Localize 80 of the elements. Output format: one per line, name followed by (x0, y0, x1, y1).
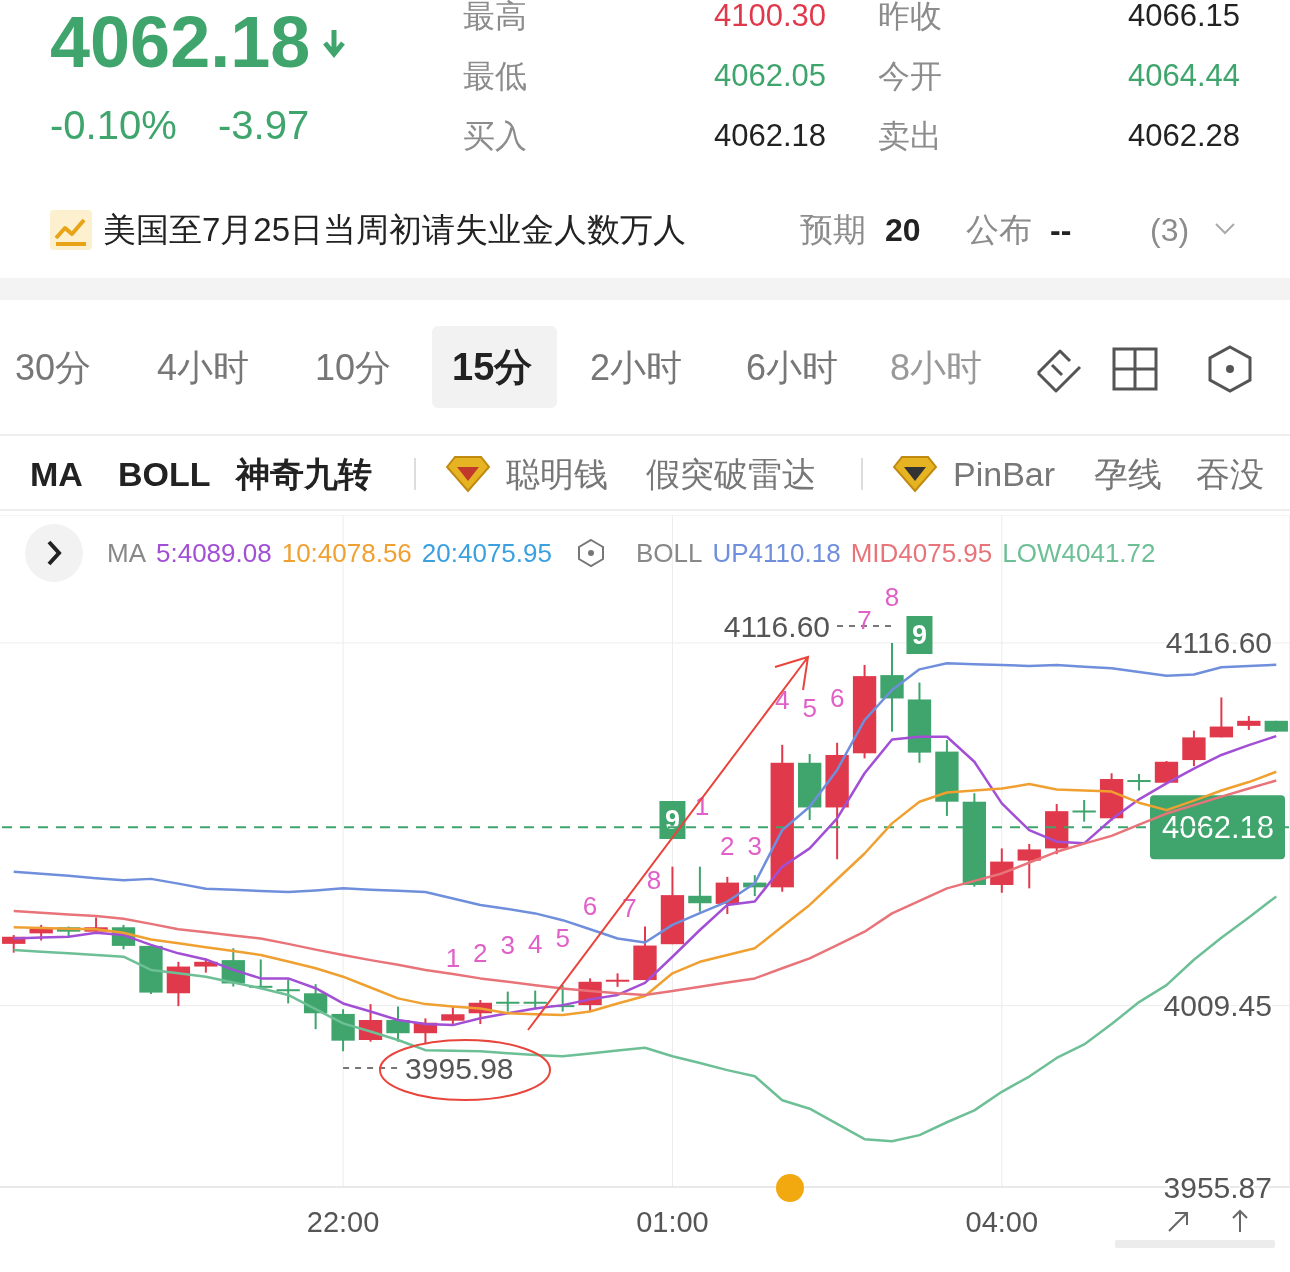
annotation: 1 (445, 943, 461, 973)
text: 美国至7月25日当周初请失业金人数万人 (103, 210, 687, 250)
annotation: 8 (884, 582, 900, 612)
text: MA (30, 453, 83, 495)
text: 10分 (315, 346, 392, 390)
text: -3.97 (218, 102, 310, 149)
x-tick-label: 04:00 (965, 1205, 1039, 1238)
annotation: 3 (747, 831, 763, 861)
text: 孕线 (1094, 453, 1162, 495)
annotation: 7 (857, 605, 872, 635)
y-tick-label: 4009.45 (1163, 989, 1272, 1023)
line-series (12, 895, 1278, 1143)
text: 6小时 (746, 346, 839, 390)
y-tick-label: 4116.60 (1165, 626, 1272, 660)
text: 神奇九转 (236, 453, 372, 495)
text: 昨收 (878, 0, 942, 36)
annotation: 2 (473, 938, 488, 968)
text: 4066.15 (1127, 0, 1240, 35)
text: 8小时 (890, 346, 983, 390)
text: 卖出 (878, 116, 942, 156)
text: 公布 (966, 210, 1032, 250)
annotation: 9 (911, 620, 927, 650)
text: 4062.18 (50, 0, 311, 84)
annotation: 5 (555, 923, 570, 953)
text: 聪明钱 (506, 453, 608, 495)
candlestick (386, 1005, 410, 1043)
annotation: 6 (829, 683, 845, 713)
text: 买入 (463, 116, 527, 156)
annotation: 4 (527, 929, 543, 959)
annotation: MA (107, 537, 146, 569)
annotation: 5 (802, 693, 817, 723)
candlestick (1209, 696, 1234, 739)
text: 4100.30 (713, 0, 826, 35)
candlestick (880, 641, 904, 733)
candlestick (1127, 772, 1151, 792)
text: 4064.44 (1127, 57, 1240, 95)
candlestick (688, 865, 712, 913)
ref-line-label: 4062.18 (1161, 809, 1275, 845)
text: 5:4089.08 (156, 537, 272, 569)
y-tick-label: 3955.87 (1163, 1170, 1272, 1204)
text: 2小时 (590, 346, 683, 390)
annotation: 6 (582, 891, 598, 921)
text: MID4075.95 (850, 537, 993, 569)
text: 4062.28 (1127, 117, 1240, 155)
candlestick (1017, 843, 1041, 890)
text: BOLL (118, 453, 211, 495)
annotation: 3995.98 (405, 1051, 514, 1085)
text: (3) (1150, 210, 1190, 250)
x-tick-label: 22:00 (306, 1205, 380, 1238)
text: -- (1050, 210, 1072, 250)
candlestick (441, 1005, 465, 1027)
text: 假突破雷达 (646, 453, 816, 495)
text: PinBar (953, 453, 1056, 495)
text: 30分 (15, 346, 92, 390)
x-tick-label: 01:00 (636, 1205, 709, 1238)
text: 最低 (463, 56, 527, 96)
annotation: 20:4075.95 (421, 537, 552, 569)
annotation: 2 (720, 831, 735, 861)
text: 吞没 (1196, 453, 1264, 495)
candlestick (1072, 799, 1096, 823)
text: 最高 (463, 0, 527, 36)
text: 10:4078.56 (281, 537, 412, 569)
text: 预期 (800, 210, 866, 250)
text: UP4110.18 (712, 537, 841, 569)
annotation: 4116.60 (723, 609, 831, 643)
text: 15分 (452, 345, 533, 391)
text: LOW4041.72 (1002, 537, 1156, 569)
annotation: BOLL (635, 537, 703, 569)
text: 4062.05 (713, 57, 826, 95)
text: -0.10% (50, 102, 177, 149)
text: 4小时 (157, 346, 250, 390)
candlestick (276, 978, 300, 1005)
annotation: 8 (646, 865, 662, 895)
text: 20 (885, 210, 921, 250)
annotation: 3 (500, 930, 515, 960)
candlestick (1182, 729, 1206, 768)
text: 4062.18 (713, 117, 826, 155)
text: 今开 (878, 56, 942, 96)
candlestick (496, 990, 520, 1013)
annotation: 4 (775, 685, 790, 715)
